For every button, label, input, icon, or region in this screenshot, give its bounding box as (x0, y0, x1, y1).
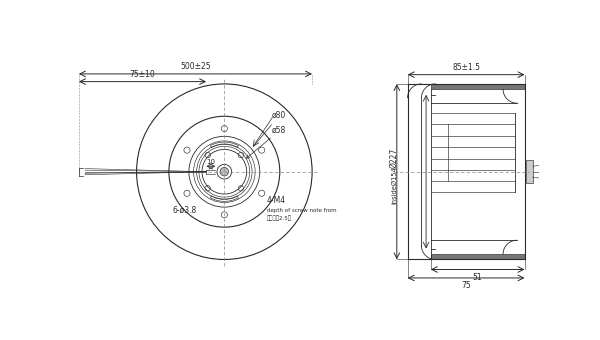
Text: Ø227: Ø227 (389, 148, 398, 168)
Text: 4-M4: 4-M4 (266, 197, 286, 205)
Bar (431, 254, 524, 259)
Bar (431, 84, 524, 89)
Text: 51: 51 (473, 273, 482, 282)
Bar (526, 160, 533, 183)
Circle shape (220, 168, 229, 176)
Text: ø58: ø58 (247, 126, 286, 158)
Text: 75±10: 75±10 (130, 70, 155, 79)
Text: depth of screw note from: depth of screw note from (266, 208, 337, 213)
Text: 10: 10 (206, 159, 215, 165)
Text: insideØ154: insideØ154 (391, 167, 397, 204)
Text: 85±1.5: 85±1.5 (452, 63, 480, 72)
Text: 6-ø3.8: 6-ø3.8 (172, 206, 196, 215)
Text: 75: 75 (461, 281, 471, 290)
Text: ø80: ø80 (253, 111, 286, 147)
Text: 手动安装2.5岁: 手动安装2.5岁 (266, 215, 292, 221)
Text: 500±25: 500±25 (180, 62, 211, 71)
